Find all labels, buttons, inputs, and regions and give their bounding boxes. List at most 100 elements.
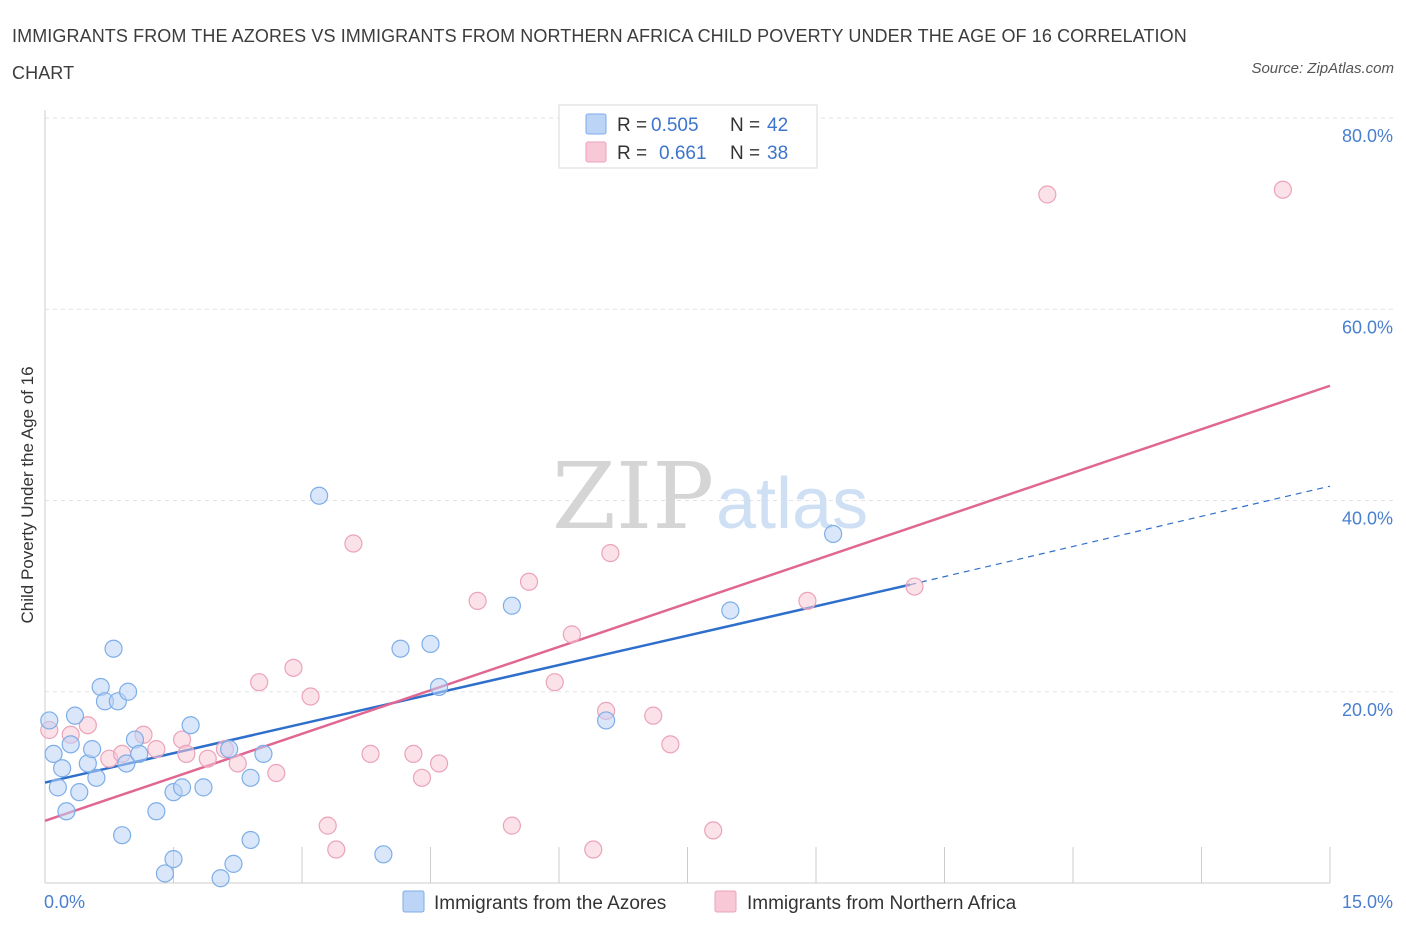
point-series-0-3 xyxy=(53,759,72,778)
legend-swatch-azores xyxy=(585,113,607,135)
point-series-0-24 xyxy=(172,778,192,797)
point-series-1-17 xyxy=(327,840,346,859)
watermark: ZIP atlas xyxy=(552,443,868,550)
point-series-1-2 xyxy=(78,716,97,735)
point-series-0-2 xyxy=(48,778,67,797)
point-series-0-6 xyxy=(65,706,85,725)
source-credit: Source: ZipAtlas.com xyxy=(1251,60,1394,77)
chart-title: IMMIGRANTS FROM THE AZORES VS IMMIGRANTS… xyxy=(12,26,1187,83)
point-series-0-13 xyxy=(104,639,123,658)
point-series-0-20 xyxy=(147,802,166,821)
point-series-1-31 xyxy=(644,706,663,725)
point-series-0-19 xyxy=(130,744,149,764)
point-series-0-9 xyxy=(83,740,102,759)
x-tick-label-min: 0.0% xyxy=(44,892,85,912)
point-series-0-27 xyxy=(211,869,230,888)
point-series-0-5 xyxy=(61,735,80,754)
point-series-1-30 xyxy=(601,543,620,563)
data-points xyxy=(40,180,1292,888)
y-tick-labels: 20.0% 40.0% 60.0% 80.0% xyxy=(1342,126,1393,720)
top-legend: R = 0.505 N = 42 R = 0.661 N = 38 xyxy=(558,104,818,169)
y-tick-label-20: 20.0% xyxy=(1342,700,1393,720)
point-series-1-35 xyxy=(905,577,924,596)
point-series-1-23 xyxy=(468,591,487,611)
point-series-1-15 xyxy=(301,687,320,706)
point-series-1-24 xyxy=(502,816,521,835)
legend-r-label-0: R = xyxy=(617,115,647,136)
bottom-legend-label-northern-africa: Immigrants from Northern Africa xyxy=(747,893,1017,914)
y-tick-label-80: 80.0% xyxy=(1342,126,1393,146)
point-series-0-1 xyxy=(44,744,63,764)
legend-swatch-northern-africa xyxy=(585,141,607,163)
trend-extension-series-0 xyxy=(910,485,1331,586)
bottom-legend: Immigrants from the Azores Immigrants fr… xyxy=(402,890,1017,914)
point-series-1-27 xyxy=(562,625,581,644)
grid-lines xyxy=(45,117,1395,693)
point-series-0-7 xyxy=(70,783,89,802)
watermark-zip: ZIP xyxy=(552,443,714,550)
point-series-1-6 xyxy=(147,740,166,759)
trend-line-series-0 xyxy=(44,583,911,784)
point-series-1-16 xyxy=(318,816,337,835)
legend-n-value-1: 38 xyxy=(767,143,788,164)
bottom-legend-swatch-azores xyxy=(402,890,425,913)
point-series-0-21 xyxy=(155,864,175,883)
point-series-0-35 xyxy=(391,639,410,658)
point-series-1-14 xyxy=(284,658,303,677)
point-series-0-33 xyxy=(310,486,329,505)
bottom-legend-swatch-northern-africa xyxy=(714,890,737,913)
legend-r-label-1: R = xyxy=(617,143,647,164)
point-series-1-37 xyxy=(1273,180,1292,199)
y-axis-label: Child Poverty Under the Age of 16 xyxy=(18,366,37,623)
point-series-1-36 xyxy=(1038,185,1057,204)
legend-r-value-0: 0.505 xyxy=(651,115,699,136)
point-series-1-13 xyxy=(267,763,286,783)
point-series-0-36 xyxy=(421,634,440,654)
point-series-1-32 xyxy=(661,735,680,754)
point-series-1-8 xyxy=(177,744,196,764)
point-series-0-10 xyxy=(87,768,106,787)
point-series-0-15 xyxy=(112,826,132,845)
watermark-atlas: atlas xyxy=(716,464,868,544)
legend-n-label-1: N = xyxy=(730,143,760,164)
point-series-1-9 xyxy=(198,749,217,768)
point-series-0-38 xyxy=(502,596,521,615)
point-series-1-18 xyxy=(344,534,363,553)
point-series-1-28 xyxy=(584,840,603,859)
point-series-0-17 xyxy=(118,682,138,701)
point-series-0-40 xyxy=(721,601,740,620)
point-series-1-20 xyxy=(404,744,423,764)
point-series-0-25 xyxy=(181,716,200,735)
point-series-1-33 xyxy=(704,821,723,840)
y-tick-label-40: 40.0% xyxy=(1342,509,1393,529)
point-series-0-30 xyxy=(241,768,260,787)
point-series-0-34 xyxy=(374,845,393,864)
point-series-0-16 xyxy=(117,754,136,773)
point-series-0-39 xyxy=(597,711,616,730)
point-series-1-25 xyxy=(519,572,539,591)
legend-n-label-0: N = xyxy=(730,115,760,136)
point-series-1-11 xyxy=(228,754,247,773)
point-series-0-37 xyxy=(429,677,449,697)
y-tick-label-60: 60.0% xyxy=(1342,317,1393,337)
point-series-1-26 xyxy=(545,673,564,692)
point-series-0-4 xyxy=(57,802,76,821)
point-series-0-29 xyxy=(224,854,243,873)
point-series-0-26 xyxy=(194,778,213,797)
point-series-0-0 xyxy=(40,711,59,730)
point-series-1-21 xyxy=(412,768,432,787)
legend-n-value-0: 42 xyxy=(767,115,788,136)
point-series-0-41 xyxy=(824,524,843,544)
point-series-0-22 xyxy=(164,849,183,869)
point-series-0-32 xyxy=(254,744,273,764)
legend-r-value-1: 0.661 xyxy=(659,143,707,164)
point-series-1-34 xyxy=(798,591,817,611)
point-series-0-28 xyxy=(220,740,239,759)
point-series-0-31 xyxy=(241,830,260,850)
bottom-legend-label-azores: Immigrants from the Azores xyxy=(434,893,666,914)
point-series-1-19 xyxy=(361,744,380,764)
point-series-1-22 xyxy=(429,754,449,773)
point-series-1-12 xyxy=(250,673,269,692)
x-tick-label-max: 15.0% xyxy=(1342,892,1393,912)
